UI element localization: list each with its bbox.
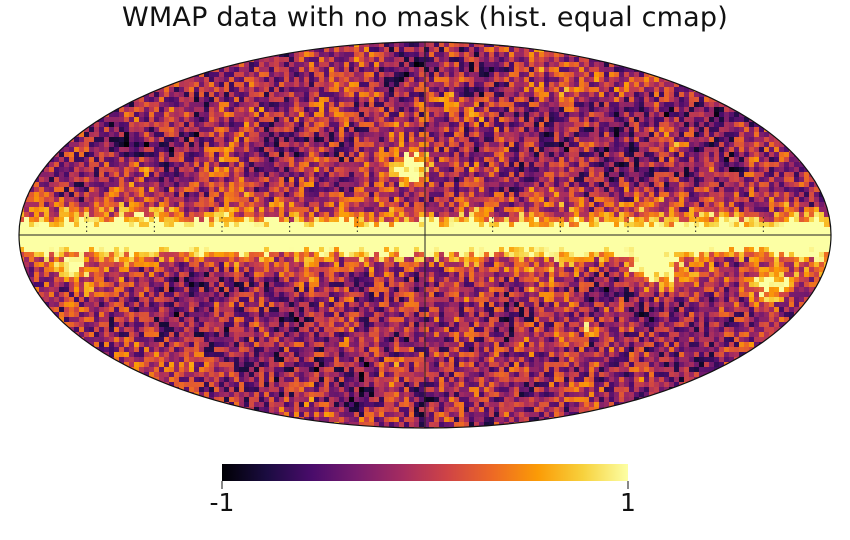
colorbar-min-label: -1 — [209, 488, 235, 517]
colorbar-max-label: 1 — [620, 488, 636, 517]
chart-title: WMAP data with no mask (hist. equal cmap… — [122, 2, 728, 33]
sky-map-pixels — [19, 42, 831, 428]
graticule — [19, 42, 831, 428]
map-boundary — [18, 41, 832, 429]
colorbar — [221, 464, 629, 489]
colorbar-gradient — [222, 464, 628, 481]
